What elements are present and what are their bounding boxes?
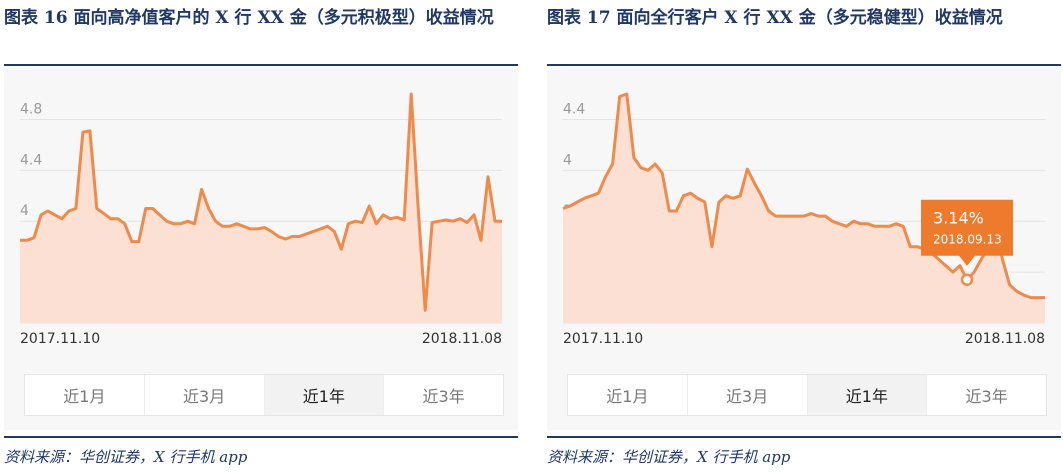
title-divider [547,64,1061,66]
y-tick-label: 4.4 [563,101,585,117]
y-tick-label: 4.4 [20,152,42,168]
chart-area: 4.443.63.22.82017.11.102018.11.083.14%20… [547,68,1061,430]
series-area [20,94,502,323]
chart-title: 图表 17 面向全行客户 X 行 XX 金（多元稳健型）收益情况 [547,8,1003,28]
tab-1-month[interactable]: 近1月 [25,375,145,415]
period-tabs: 近1月 近3月 近1年 近3年 [567,374,1047,416]
series-area [563,94,1045,323]
tab-3-years[interactable]: 近3年 [965,387,1008,406]
source-divider [4,436,518,438]
tab-1-year[interactable]: 近1年 [264,375,385,415]
y-tick-label: 4 [563,152,572,168]
tooltip-value: 3.14% [933,209,984,228]
chart-panel-right: 图表 17 面向全行客户 X 行 XX 金（多元稳健型）收益情况 4.443.6… [547,0,1061,474]
tab-3-months[interactable]: 近3月 [688,375,808,415]
tooltip-date: 2018.09.13 [933,233,1002,247]
chart-title: 图表 16 面向高净值客户的 X 行 XX 金（多元积极型）收益情况 [4,8,494,28]
tab-3-years[interactable]: 近3年 [422,387,465,406]
source-divider [547,436,1061,438]
source-note: 资料来源：华创证券，X 行手机 app [4,448,248,466]
highlight-point [960,273,974,286]
title-divider [4,64,518,66]
tab-1-month[interactable]: 近1月 [568,375,688,415]
series-line [20,92,502,312]
x-end-label: 2018.11.08 [422,331,502,347]
tab-1-year[interactable]: 近1年 [807,375,928,415]
tooltip-box [921,199,1014,266]
x-end-label: 2018.11.08 [965,331,1045,347]
tab-3-months[interactable]: 近3月 [145,375,265,415]
y-tick-label: 4 [20,203,29,219]
period-tabs: 近1月 近3月 近1年 近3年 [24,374,504,416]
y-tick-label: 4.8 [20,101,42,117]
chart-panel-left: 图表 16 面向高净值客户的 X 行 XX 金（多元积极型）收益情况 4.8 4.… [4,0,518,474]
x-start-label: 2017.11.10 [563,331,643,347]
source-note: 资料来源：华创证券，X 行手机 app [547,448,791,466]
x-start-label: 2017.11.10 [20,331,100,347]
yield-chart-right: 4.443.63.22.82017.11.102018.11.083.14%20… [562,92,1045,347]
